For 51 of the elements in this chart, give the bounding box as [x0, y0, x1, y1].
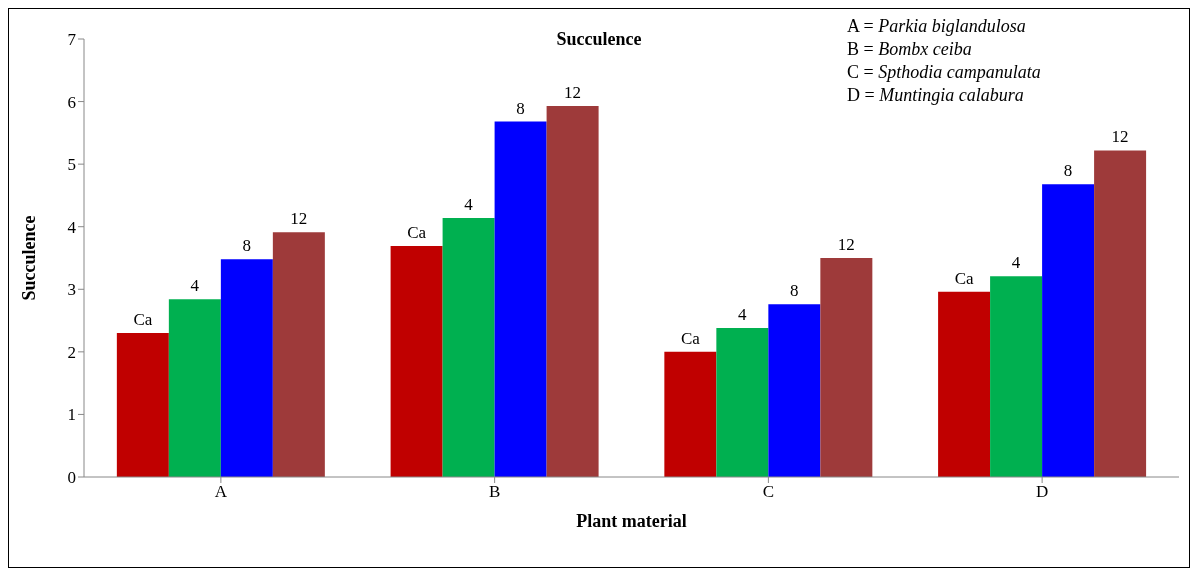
y-tick-label: 4	[67, 217, 77, 237]
y-tick-label: 6	[67, 92, 76, 112]
text: 12	[837, 235, 855, 254]
chart-title: Succulence	[556, 29, 642, 49]
text: 4	[1011, 253, 1021, 273]
x-axis-title: Plant material	[576, 511, 687, 531]
bar	[990, 276, 1043, 477]
text: A = Parkia biglandulosa	[847, 15, 1027, 38]
series-label: Ca	[133, 310, 153, 330]
text: Ca	[680, 328, 700, 348]
y-tick-label: 7	[67, 30, 77, 50]
annotation: D = Muntingia calabura	[847, 84, 1025, 107]
bar	[116, 333, 169, 477]
text: 8	[1063, 161, 1073, 181]
text: 8	[516, 98, 525, 118]
y-axis-title: Succulence	[19, 215, 40, 301]
x-tick-label: C	[762, 482, 775, 502]
y-tick-label: 3	[67, 280, 76, 300]
bar	[716, 328, 769, 477]
x-tick-label: D	[1035, 482, 1049, 502]
y-tick-label: 5	[67, 155, 76, 175]
y-tick-label: 1	[67, 405, 76, 425]
bar	[768, 304, 821, 477]
text: 4	[464, 194, 473, 214]
text: 4	[738, 305, 747, 325]
bar	[820, 258, 873, 477]
text: Ca	[407, 223, 427, 243]
series-label: 4	[190, 276, 200, 296]
annotation: B = Bombx ceiba	[847, 38, 973, 61]
bar	[168, 299, 221, 477]
bar	[1042, 184, 1095, 477]
bar	[272, 232, 325, 477]
text: 12	[564, 82, 582, 102]
series-label: 12	[290, 209, 308, 229]
series-label: 8	[242, 236, 252, 256]
x-tick-label: A	[214, 482, 228, 502]
bar	[390, 246, 443, 477]
text: 12	[1111, 127, 1129, 147]
y-tick-label: 2	[67, 342, 76, 362]
bar	[938, 291, 991, 477]
bar	[220, 259, 273, 477]
x-tick-label: B	[488, 482, 501, 502]
bar	[546, 105, 599, 477]
bar	[664, 351, 717, 477]
bar	[1094, 150, 1147, 477]
text: 8	[790, 281, 799, 301]
bar	[494, 121, 547, 477]
text: Ca	[954, 268, 974, 288]
y-tick-label: 0	[67, 468, 76, 488]
bar	[442, 217, 495, 477]
annotation: C = Spthodia campanulata	[847, 61, 1041, 84]
